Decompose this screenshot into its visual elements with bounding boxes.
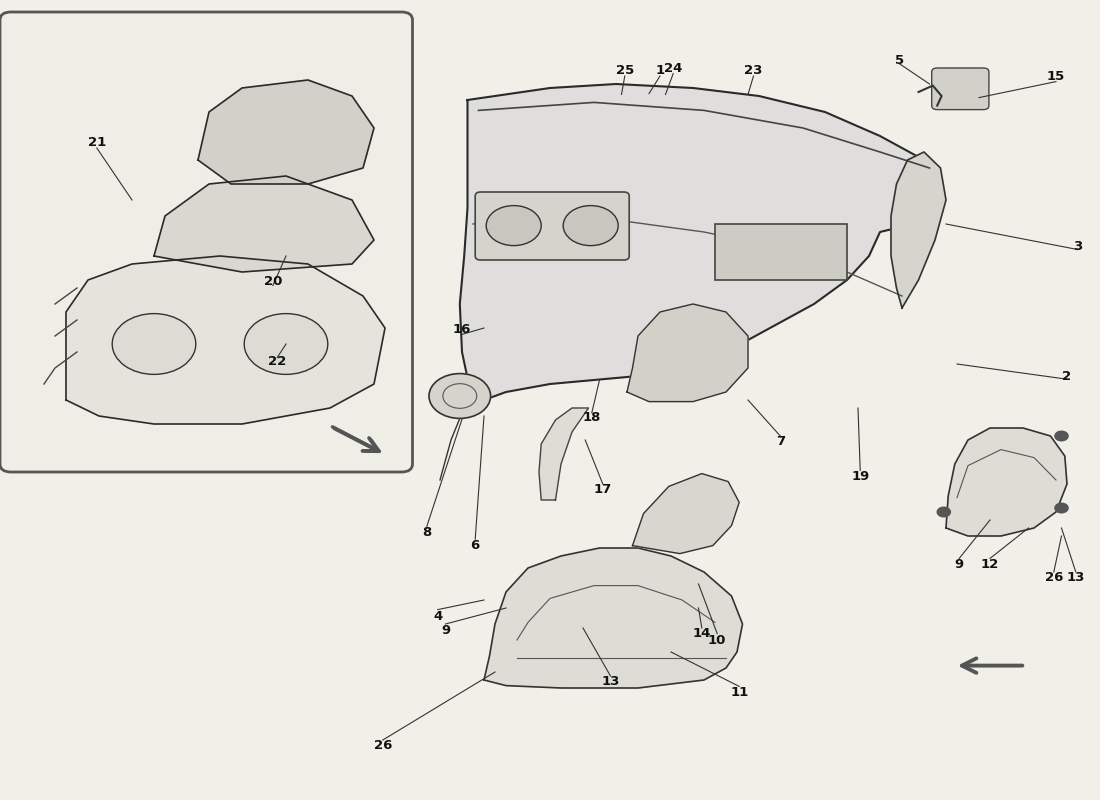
- Text: 21: 21: [88, 136, 106, 149]
- Circle shape: [486, 206, 541, 246]
- FancyBboxPatch shape: [475, 192, 629, 260]
- Text: 9: 9: [441, 624, 450, 637]
- FancyBboxPatch shape: [0, 12, 412, 472]
- Text: 22: 22: [268, 355, 286, 368]
- Text: 7: 7: [777, 435, 785, 448]
- Circle shape: [112, 314, 196, 374]
- Circle shape: [563, 206, 618, 246]
- Text: 13: 13: [1067, 571, 1085, 584]
- Circle shape: [937, 507, 950, 517]
- Text: 20: 20: [264, 275, 282, 288]
- Text: 13: 13: [602, 675, 619, 688]
- Polygon shape: [627, 304, 748, 402]
- Polygon shape: [198, 80, 374, 184]
- Text: 18: 18: [583, 411, 601, 424]
- Polygon shape: [484, 548, 742, 688]
- Polygon shape: [539, 408, 588, 500]
- Bar: [715, 224, 847, 280]
- Text: 3: 3: [1074, 240, 1082, 253]
- Text: 26: 26: [374, 739, 392, 752]
- Polygon shape: [632, 474, 739, 554]
- Circle shape: [1055, 503, 1068, 513]
- Text: 11: 11: [730, 686, 748, 698]
- Circle shape: [1055, 431, 1068, 441]
- Text: 9: 9: [955, 558, 964, 570]
- Text: 19: 19: [851, 470, 869, 482]
- Text: 24: 24: [664, 62, 682, 74]
- Polygon shape: [154, 176, 374, 272]
- Text: 2: 2: [1063, 370, 1071, 382]
- Text: 12: 12: [981, 558, 999, 570]
- Text: 15: 15: [1047, 70, 1065, 82]
- Polygon shape: [946, 428, 1067, 536]
- Polygon shape: [460, 84, 940, 404]
- Text: 8: 8: [422, 526, 431, 538]
- Polygon shape: [66, 256, 385, 424]
- Circle shape: [429, 374, 491, 418]
- Text: 14: 14: [693, 627, 711, 640]
- Text: 1: 1: [656, 64, 664, 77]
- Text: 17: 17: [594, 483, 612, 496]
- Polygon shape: [891, 152, 946, 308]
- Text: 26: 26: [1045, 571, 1063, 584]
- Text: 6: 6: [471, 539, 480, 552]
- Text: 5: 5: [895, 54, 904, 66]
- Circle shape: [244, 314, 328, 374]
- Text: 25: 25: [616, 64, 634, 77]
- Text: 4: 4: [433, 610, 442, 622]
- Text: 16: 16: [453, 323, 471, 336]
- Text: 23: 23: [745, 64, 762, 77]
- FancyBboxPatch shape: [932, 68, 989, 110]
- Text: 10: 10: [708, 634, 726, 646]
